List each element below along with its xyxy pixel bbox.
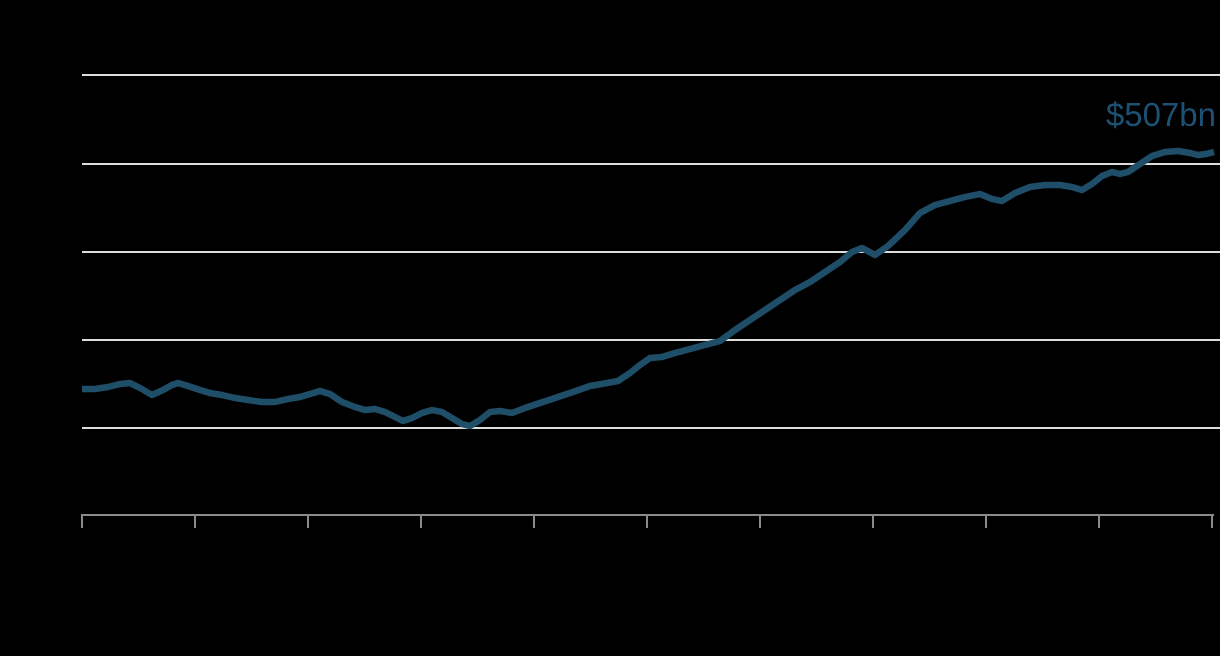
final-value-label: $507bn [1106, 96, 1216, 133]
data-line [82, 147, 1215, 430]
series-group [82, 147, 1215, 430]
gridlines-group [82, 74, 1220, 429]
x-axis-group [81, 514, 1214, 528]
